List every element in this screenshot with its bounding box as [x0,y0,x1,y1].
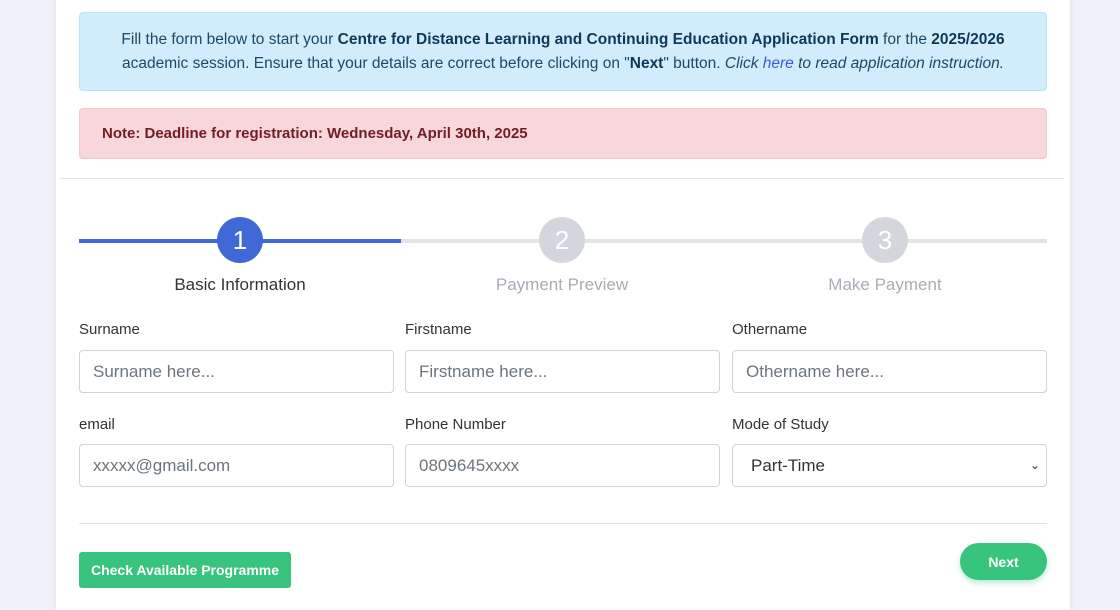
check-programme-button[interactable]: Check Available Programme [79,552,291,588]
phone-label: Phone Number [405,416,506,433]
surname-input[interactable] [79,350,394,393]
info-next: Next [629,55,664,72]
next-button[interactable]: Next [960,543,1047,580]
firstname-input[interactable] [405,350,720,393]
step-2-circle[interactable]: 2 [539,217,585,263]
step-1-circle[interactable]: 1 [217,217,263,263]
othername-label: Othername [732,321,808,338]
step-3-circle[interactable]: 3 [862,217,908,263]
form-card [56,0,1070,610]
info-text: Fill the form below to start your [121,31,338,48]
info-text: for the [878,31,932,48]
step-1-label: Basic Information [174,275,306,294]
instruction-link[interactable]: here [762,55,794,72]
info-banner: Fill the form below to start your Centre… [79,12,1047,91]
email-input[interactable] [79,444,394,487]
surname-label: Surname [79,321,140,338]
info-form-name: Centre for Distance Learning and Continu… [337,31,879,48]
info-text: Click [724,55,763,72]
step-3-label: Make Payment [828,275,942,294]
divider [60,178,1064,179]
info-text: " button. [663,55,725,72]
divider [79,523,1047,524]
info-session: 2025/2026 [931,31,1005,48]
progress-track [401,239,1047,243]
othername-input[interactable] [732,350,1047,393]
step-2-label: Payment Preview [495,275,629,294]
info-text: to read application instruction. [793,55,1005,72]
email-label: email [79,416,115,433]
info-text: academic session. Ensure that your detai… [121,55,630,72]
chevron-down-icon: ⌄ [1029,458,1040,472]
phone-input[interactable] [405,444,720,487]
deadline-alert: Note: Deadline for registration: Wednesd… [79,108,1047,159]
mode-label: Mode of Study [732,416,829,433]
mode-of-study-select[interactable]: Part-Time ⌄ [732,444,1047,487]
mode-value: Part-Time [751,456,825,475]
firstname-label: Firstname [405,321,472,338]
